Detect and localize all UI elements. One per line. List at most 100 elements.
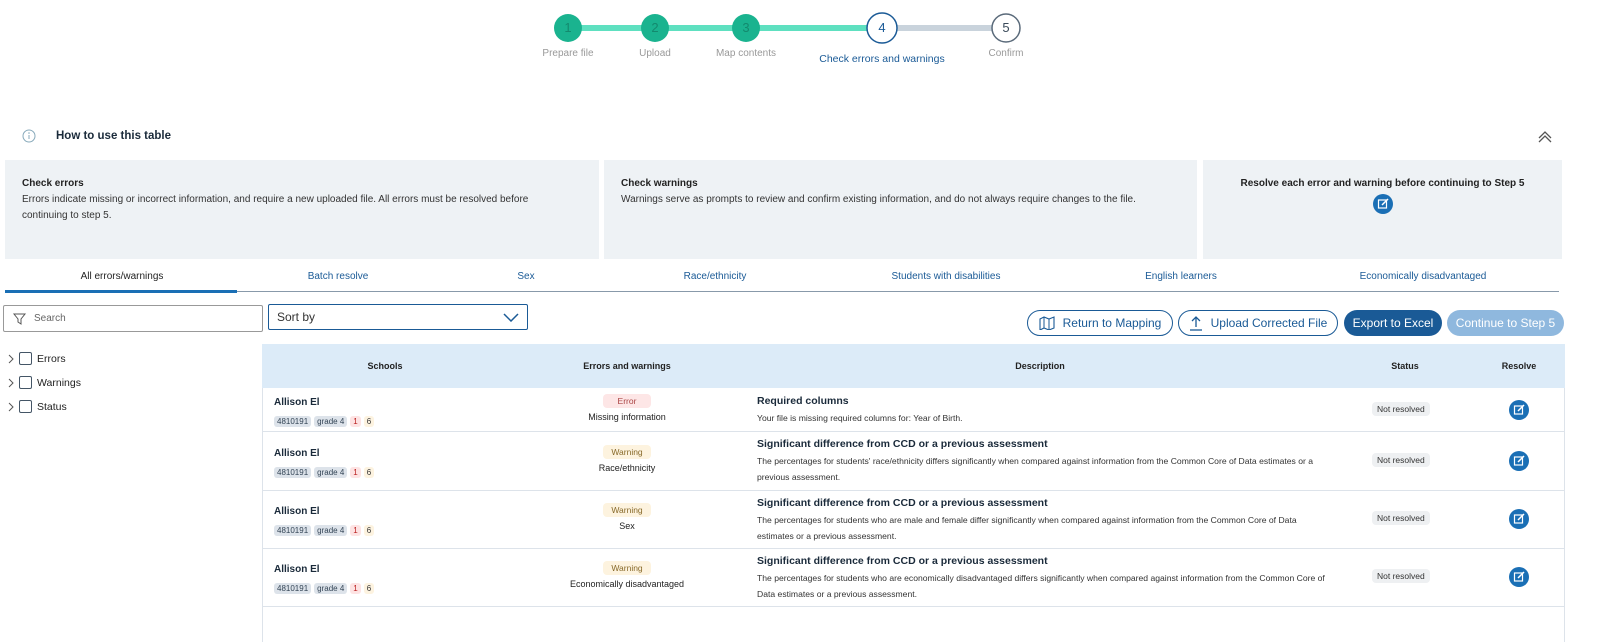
checkbox[interactable] [19,400,32,413]
resolve-button[interactable] [1508,508,1530,530]
step-label: Prepare file [542,48,594,59]
help-card: Resolve each error and warning before co… [1203,160,1562,259]
description-text: The percentages for students who are mal… [757,515,1297,541]
status-pill: Not resolved [1372,401,1430,416]
card-text: Warnings serve as prompts to review and … [621,194,1136,205]
tab[interactable]: Sex [517,271,535,282]
tab[interactable]: All errors/warnings [80,271,164,282]
school-name: Allison El [274,396,320,408]
card-title: Check warnings [621,178,698,189]
upload-button[interactable]: Upload Corrected File [1178,310,1338,336]
resolve-button[interactable] [1508,566,1530,588]
description-text: The percentages for students who are eco… [757,573,1325,599]
description-text: Your file is missing required columns fo… [757,413,963,423]
card-title: Resolve each error and warning before co… [1240,178,1525,189]
resolve-icon[interactable] [1372,193,1394,215]
filter-label: Status [37,400,67,413]
column-header: Resolve [1501,361,1537,371]
expand-icon[interactable] [8,378,14,388]
description-title: Significant difference from CCD or a pre… [757,438,1048,450]
tab[interactable]: Race/ethnicity [683,271,747,282]
grade-chip: grade 4 [314,583,348,594]
tab[interactable]: Economically disadvantaged [1359,271,1487,282]
school-name: Allison El [274,447,320,459]
status-pill: Not resolved [1372,511,1430,525]
stepper-track [554,12,1021,44]
grade-chip: grade 4 [314,525,348,536]
column-header: Description [1015,361,1065,371]
school-id: 4810191 [274,525,312,536]
tab[interactable]: English learners [1145,271,1217,282]
dropdown-icon [503,313,519,322]
error-count: 1 [350,466,361,478]
grade-chip: grade 4 [314,415,348,427]
school-id: 4810191 [274,466,312,478]
search-placeholder: Search [34,313,66,324]
type-pill: Error [603,393,651,408]
status-pill: Not resolved [1372,452,1430,467]
checkbox[interactable] [19,376,32,389]
school-name: Allison El [274,564,320,575]
error-count: 1 [350,583,361,594]
active-tab-indicator [5,290,237,293]
help-card: Check errors Errors indicate missing or … [5,160,599,259]
step-number: 1 [564,20,572,35]
button-label: Return to Mapping [1062,316,1162,330]
row-divider [262,548,1565,549]
help-card: Check warnings Warnings serve as prompts… [604,160,1197,259]
checkbox[interactable] [19,352,32,365]
error-count: 1 [350,415,361,427]
description-title: Significant difference from CCD or a pre… [757,555,1048,567]
column-header: Schools [367,361,403,371]
school-id: 4810191 [274,415,312,427]
filter-item[interactable]: Status [8,400,67,413]
category: Missing information [588,411,666,422]
column-header: Errors and warnings [583,361,671,371]
filter-item[interactable]: Errors [8,352,66,365]
sort-select[interactable]: Sort by [268,304,528,330]
row-divider [262,431,1565,432]
grade-chip: grade 4 [314,466,348,478]
expand-icon[interactable] [8,354,14,364]
category: Economically disadvantaged [569,579,685,589]
resolve-button[interactable] [1508,399,1530,421]
export-button[interactable]: Export to Excel [1344,310,1442,336]
error-count: 1 [350,525,361,536]
filter-item[interactable]: Warnings [8,376,81,389]
school-id: 4810191 [274,583,312,594]
step-label: Upload [639,48,671,59]
description-text: The percentages for students' race/ethni… [757,456,1314,482]
table-header [262,344,1565,388]
button-label: Upload Corrected File [1210,316,1328,330]
category: Race/ethnicity [598,462,656,473]
school-name: Allison El [274,506,320,517]
column-header: Status [1391,361,1419,371]
filter-label: Warnings [37,376,81,389]
description-title: Required columns [757,395,849,407]
tab-rule [5,291,1559,292]
return-button[interactable]: Return to Mapping [1027,310,1173,336]
help-title: How to use this table [56,130,172,142]
type-pill: Warning [603,503,651,517]
search-input[interactable]: Search [3,305,263,332]
info-icon [22,129,36,143]
row-divider [262,606,1565,607]
tab[interactable]: Students with disabilities [891,271,1001,282]
step-number: 3 [742,20,750,35]
row-divider [262,490,1565,491]
filter-label: Errors [37,352,66,365]
continue-button[interactable]: Continue to Step 5 [1447,310,1564,336]
upload-icon [1189,316,1202,331]
status-pill: Not resolved [1372,569,1430,583]
tab[interactable]: Batch resolve [307,271,369,282]
category: Sex [619,521,635,531]
collapse-toggle[interactable] [1537,129,1553,143]
resolve-button[interactable] [1508,450,1530,472]
expand-icon[interactable] [8,402,14,412]
warning-count: 6 [363,415,375,427]
